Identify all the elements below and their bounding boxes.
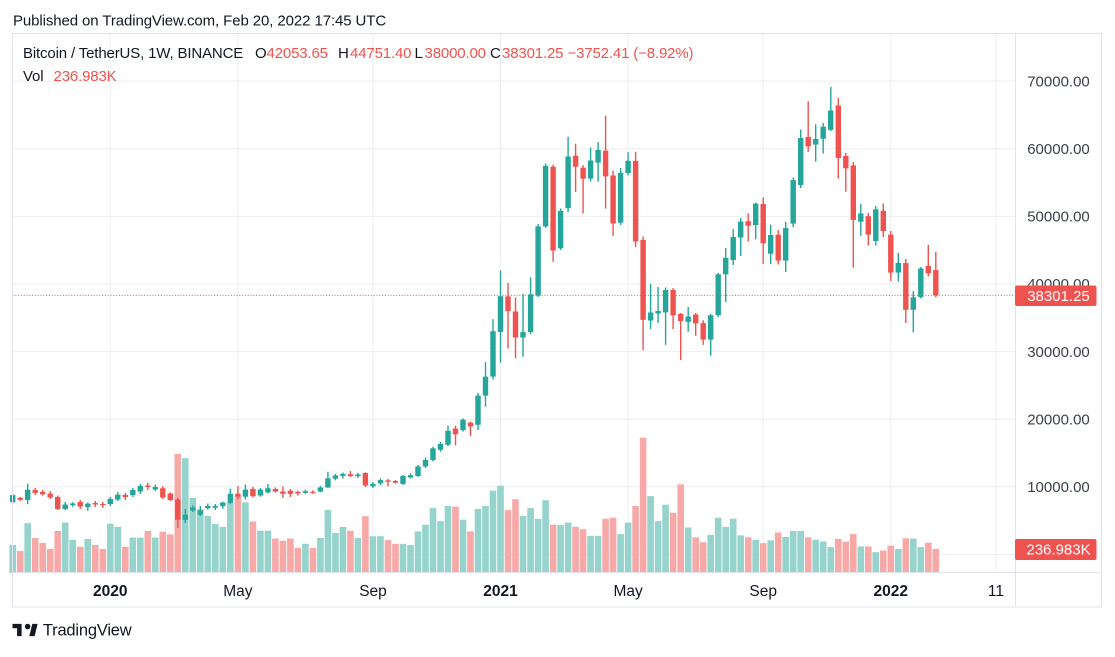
svg-text:10000.00: 10000.00: [1027, 479, 1090, 496]
svg-text:May: May: [613, 583, 643, 600]
svg-text:2022: 2022: [874, 583, 908, 600]
svg-text:Bitcoin / TetherUS, 1W, BINANC: Bitcoin / TetherUS, 1W, BINANCE O42053.65…: [23, 45, 694, 62]
svg-text:236.983K: 236.983K: [1026, 542, 1090, 559]
svg-text:TradingView: TradingView: [43, 622, 132, 640]
svg-text:Sep: Sep: [359, 583, 387, 600]
svg-text:May: May: [223, 583, 253, 600]
svg-text:50000.00: 50000.00: [1027, 209, 1090, 226]
svg-text:20000.00: 20000.00: [1027, 411, 1090, 428]
svg-text:236.983K: 236.983K: [54, 68, 117, 85]
svg-text:30000.00: 30000.00: [1027, 344, 1090, 361]
svg-text:Published on TradingView.com,: Published on TradingView.com, Feb 20, 20…: [13, 13, 386, 30]
svg-text:Vol: Vol: [23, 68, 43, 85]
svg-text:11: 11: [988, 583, 1004, 600]
svg-text:60000.00: 60000.00: [1027, 141, 1090, 158]
svg-text:Sep: Sep: [749, 583, 777, 600]
svg-text:70000.00: 70000.00: [1027, 73, 1090, 90]
svg-text:38301.25: 38301.25: [1027, 288, 1090, 305]
svg-text:2021: 2021: [483, 583, 518, 600]
svg-text:2020: 2020: [93, 583, 127, 600]
